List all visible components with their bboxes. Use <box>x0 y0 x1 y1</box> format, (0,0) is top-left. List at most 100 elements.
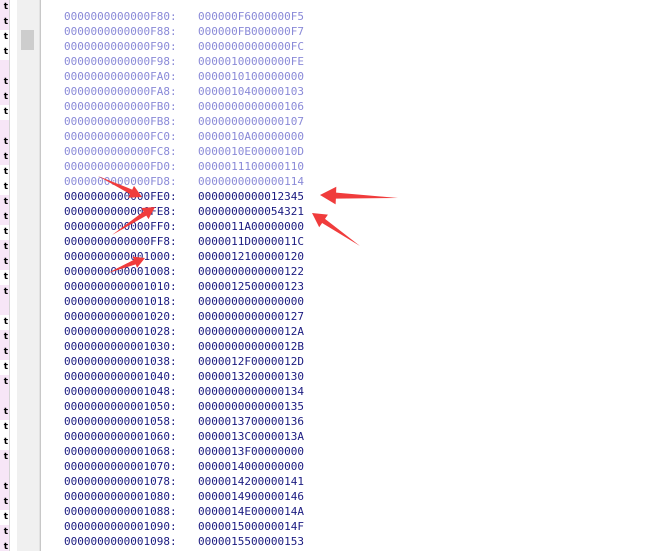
memory-address: 0000000000000F80: <box>64 10 177 23</box>
strip-row <box>0 300 9 315</box>
memory-address: 0000000000001048: <box>64 385 177 398</box>
memory-value: 0000010400000103 <box>198 85 304 98</box>
memory-row[interactable]: 0000000000001090: 000001500000014F <box>64 519 304 534</box>
memory-address: 0000000000000F98: <box>64 55 177 68</box>
memory-value: 0000015500000153 <box>198 535 304 548</box>
scrollbar-thumb[interactable] <box>21 30 34 50</box>
memory-row[interactable]: 0000000000000FE8: 0000000000054321 <box>64 204 304 219</box>
memory-row[interactable]: 0000000000000FF8: 0000011D0000011C <box>64 234 304 249</box>
memory-row[interactable]: 0000000000000FF0: 0000011A00000000 <box>64 219 304 234</box>
memory-row[interactable]: 0000000000000FD0: 0000011100000110 <box>64 159 304 174</box>
memory-value: 0000014E0000014A <box>198 505 304 518</box>
memory-address: 0000000000000FF8: <box>64 235 177 248</box>
memory-value: 0000000000000000 <box>198 295 304 308</box>
memory-address: 0000000000000FB8: <box>64 115 177 128</box>
strip-row <box>0 465 9 480</box>
memory-row[interactable]: 0000000000001028: 000000000000012A <box>64 324 304 339</box>
memory-address: 0000000000001078: <box>64 475 177 488</box>
memory-address: 0000000000001038: <box>64 355 177 368</box>
memory-value: 0000000000000106 <box>198 100 304 113</box>
strip-row: t <box>0 195 9 210</box>
memory-row[interactable]: 0000000000000FE0: 0000000000012345 <box>64 189 304 204</box>
memory-row[interactable]: 0000000000000F80: 000000F6000000F5 <box>64 9 304 24</box>
memory-value: 0000000000054321 <box>198 205 304 218</box>
memory-row[interactable]: 0000000000001078: 0000014200000141 <box>64 474 304 489</box>
memory-value: 0000010100000000 <box>198 70 304 83</box>
memory-row[interactable]: 0000000000001000: 0000012100000120 <box>64 249 304 264</box>
memory-address: 0000000000000F90: <box>64 40 177 53</box>
strip-row: t <box>0 450 9 465</box>
strip-row <box>0 120 9 135</box>
memory-row[interactable]: 0000000000001050: 0000000000000135 <box>64 399 304 414</box>
memory-row[interactable]: 0000000000001048: 0000000000000134 <box>64 384 304 399</box>
memory-row[interactable]: 0000000000000FC0: 0000010A00000000 <box>64 129 304 144</box>
memory-row[interactable]: 0000000000000F98: 00000100000000FE <box>64 54 304 69</box>
memory-row[interactable]: 0000000000000FB0: 0000000000000106 <box>64 99 304 114</box>
strip-row: t <box>0 525 9 540</box>
memory-row[interactable]: 0000000000001020: 0000000000000127 <box>64 309 304 324</box>
memory-row[interactable]: 0000000000000FA8: 0000010400000103 <box>64 84 304 99</box>
memory-address: 0000000000001050: <box>64 400 177 413</box>
strip-row: t <box>3 47 8 57</box>
memory-address: 0000000000000FF0: <box>64 220 177 233</box>
strip-row <box>0 390 9 405</box>
panel-divider-right <box>40 0 41 551</box>
memory-row[interactable]: 0000000000000F90: 00000000000000FC <box>64 39 304 54</box>
memory-value: 00000100000000FE <box>198 55 304 68</box>
strip-row: t <box>0 210 9 225</box>
memory-value: 0000011D0000011C <box>198 235 304 248</box>
memory-value: 0000000000000114 <box>198 175 304 188</box>
strip-row: t <box>0 75 9 90</box>
memory-value: 0000013200000130 <box>198 370 304 383</box>
memory-address: 0000000000001058: <box>64 415 177 428</box>
strip-row: t <box>0 0 9 15</box>
memory-address: 0000000000000FC0: <box>64 130 177 143</box>
memory-address: 0000000000001020: <box>64 310 177 323</box>
memory-value: 0000010E0000010D <box>198 145 304 158</box>
memory-address: 0000000000001018: <box>64 295 177 308</box>
memory-address: 0000000000000F88: <box>64 25 177 38</box>
memory-value: 0000012100000120 <box>198 250 304 263</box>
memory-row[interactable]: 0000000000001018: 0000000000000000 <box>64 294 304 309</box>
memory-row[interactable]: 0000000000001010: 0000012500000123 <box>64 279 304 294</box>
memory-row[interactable]: 0000000000001098: 0000015500000153 <box>64 534 304 549</box>
memory-address: 0000000000001090: <box>64 520 177 533</box>
vertical-scrollbar[interactable] <box>17 0 40 551</box>
memory-row[interactable]: 0000000000001040: 0000013200000130 <box>64 369 304 384</box>
memory-row[interactable]: 0000000000001088: 0000014E0000014A <box>64 504 304 519</box>
memory-row[interactable]: 0000000000000FD8: 0000000000000114 <box>64 174 304 189</box>
memory-address: 0000000000001088: <box>64 505 177 518</box>
strip-row: t <box>0 15 9 30</box>
memory-row[interactable]: 0000000000001060: 0000013C0000013A <box>64 429 304 444</box>
memory-row[interactable]: 0000000000000FC8: 0000010E0000010D <box>64 144 304 159</box>
memory-address: 0000000000001070: <box>64 460 177 473</box>
memory-row[interactable]: 0000000000001068: 0000013F00000000 <box>64 444 304 459</box>
memory-row[interactable]: 0000000000001030: 000000000000012B <box>64 339 304 354</box>
memory-address: 0000000000001098: <box>64 535 177 548</box>
memory-address: 0000000000000FD0: <box>64 160 177 173</box>
strip-row: t <box>3 107 8 117</box>
memory-address: 0000000000001028: <box>64 325 177 338</box>
memory-value: 0000013C0000013A <box>198 430 304 443</box>
memory-row[interactable]: 0000000000001070: 0000014000000000 <box>64 459 304 474</box>
memory-row[interactable]: 0000000000000F88: 000000FB000000F7 <box>64 24 304 39</box>
strip-row: t <box>0 480 9 495</box>
memory-address: 0000000000001000: <box>64 250 177 263</box>
memory-row[interactable]: 0000000000001008: 0000000000000122 <box>64 264 304 279</box>
memory-address: 0000000000000FD8: <box>64 175 177 188</box>
memory-row[interactable]: 0000000000001080: 0000014900000146 <box>64 489 304 504</box>
memory-value: 0000012500000123 <box>198 280 304 293</box>
strip-row: t <box>3 437 8 447</box>
strip-row: t <box>0 90 9 105</box>
memory-row[interactable]: 0000000000000FB8: 0000000000000107 <box>64 114 304 129</box>
memory-value: 0000011A00000000 <box>198 220 304 233</box>
memory-value: 000000000000012A <box>198 325 304 338</box>
memory-address: 0000000000000FA0: <box>64 70 177 83</box>
strip-row: t <box>0 285 9 300</box>
strip-row: t <box>0 345 9 360</box>
memory-row[interactable]: 0000000000001038: 0000012F0000012D <box>64 354 304 369</box>
memory-address: 0000000000000FE0: <box>64 190 177 203</box>
memory-row[interactable]: 0000000000001058: 0000013700000136 <box>64 414 304 429</box>
memory-row[interactable]: 0000000000000FA0: 0000010100000000 <box>64 69 304 84</box>
